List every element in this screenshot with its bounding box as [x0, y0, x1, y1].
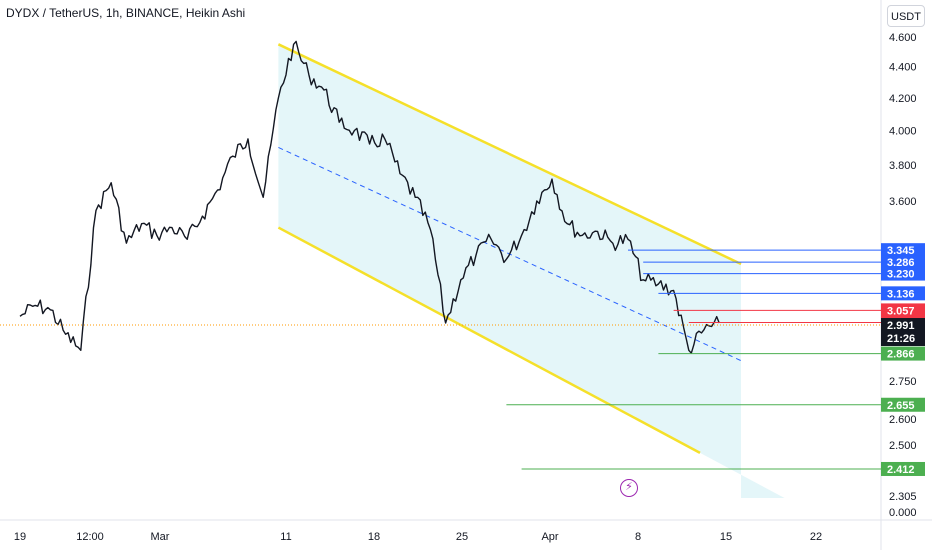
y-tick-label: 2.600 [889, 414, 917, 426]
level-label: 3.057 [887, 305, 915, 317]
x-tick-label: Apr [541, 531, 558, 543]
currency-button[interactable]: USDT [887, 5, 925, 27]
level-label-box [881, 397, 925, 412]
y-tick-label: 2.750 [889, 376, 917, 388]
countdown-label: 21:26 [887, 333, 915, 345]
y-tick-label: 2.500 [889, 440, 917, 452]
y-tick-label: 0.000 [889, 507, 917, 519]
x-tick-label: 18 [368, 531, 380, 543]
y-tick-label: 3.600 [889, 196, 917, 208]
y-tick-label: 3.800 [889, 160, 917, 172]
y-tick-label: 4.000 [889, 126, 917, 138]
x-tick-label: 22 [810, 531, 822, 543]
level-label-box [881, 243, 925, 258]
x-tick-label: 25 [456, 531, 468, 543]
y-tick-label: 4.200 [889, 93, 917, 105]
current-price-label: 2.991 [887, 320, 915, 332]
x-tick-label: 11 [280, 531, 291, 543]
level-label-box [881, 266, 925, 281]
level-label-box [881, 346, 925, 361]
channel-upper-line[interactable] [277, 43, 742, 266]
x-tick-label: Mar [151, 531, 170, 543]
y-tick-label: 2.305 [889, 491, 917, 503]
x-tick-label: 19 [14, 531, 26, 543]
level-label: 2.412 [887, 464, 915, 476]
x-tick-label: 12:00 [76, 531, 104, 543]
channel-fill [278, 44, 785, 498]
lightning-icon[interactable]: ⚡ [620, 479, 638, 497]
price-series[interactable] [19, 40, 720, 354]
level-label: 3.230 [887, 269, 915, 281]
level-label-box [881, 255, 925, 270]
level-label: 2.866 [887, 349, 915, 361]
channel-lower-line[interactable] [277, 226, 701, 454]
y-tick-label: 4.600 [889, 32, 917, 44]
level-label-box [881, 286, 925, 301]
x-tick-label: 8 [635, 531, 641, 543]
chart-title: DYDX / TetherUS, 1h, BINANCE, Heikin Ash… [6, 6, 246, 20]
y-tick-label: 4.400 [889, 62, 917, 74]
level-label: 3.286 [887, 257, 915, 269]
level-label: 2.655 [887, 400, 915, 412]
level-label: 3.345 [887, 245, 915, 257]
current-price-box [881, 318, 925, 347]
level-label-box [881, 303, 925, 318]
level-label-box [881, 461, 925, 476]
level-label: 3.136 [887, 288, 915, 300]
x-tick-label: 15 [720, 531, 732, 543]
